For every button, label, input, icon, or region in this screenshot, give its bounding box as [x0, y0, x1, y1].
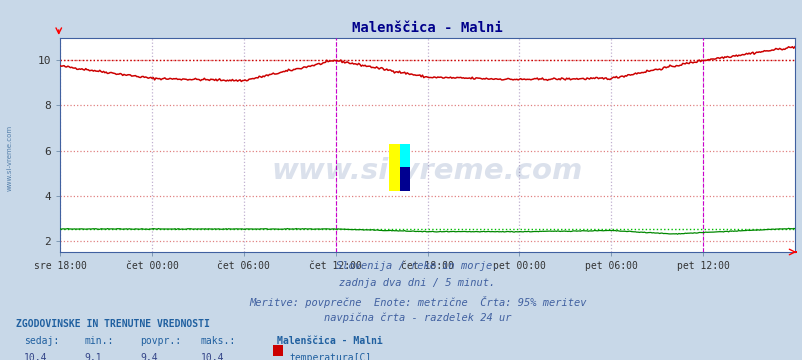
Text: navpična črta - razdelek 24 ur: navpična črta - razdelek 24 ur [323, 313, 511, 323]
Text: www.si-vreme.com: www.si-vreme.com [6, 125, 12, 192]
Text: Meritve: povprečne  Enote: metrične  Črta: 95% meritev: Meritve: povprečne Enote: metrične Črta:… [249, 296, 585, 307]
Text: Malenščica - Malni: Malenščica - Malni [277, 336, 383, 346]
Text: ZGODOVINSKE IN TRENUTNE VREDNOSTI: ZGODOVINSKE IN TRENUTNE VREDNOSTI [16, 319, 209, 329]
Text: 10,4: 10,4 [24, 353, 47, 360]
Title: Malenščica - Malni: Malenščica - Malni [352, 21, 502, 35]
Text: povpr.:: povpr.: [140, 336, 181, 346]
Text: zadnja dva dni / 5 minut.: zadnja dva dni / 5 minut. [339, 278, 495, 288]
Text: www.si-vreme.com: www.si-vreme.com [272, 157, 582, 185]
Text: 9,1: 9,1 [84, 353, 102, 360]
Text: Slovenija / reke in morje.: Slovenija / reke in morje. [336, 261, 498, 271]
Text: temperatura[C]: temperatura[C] [290, 353, 371, 360]
Text: 9,4: 9,4 [140, 353, 158, 360]
Text: min.:: min.: [84, 336, 114, 346]
Text: maks.:: maks.: [200, 336, 236, 346]
Text: sedaj:: sedaj: [24, 336, 59, 346]
Text: 10,4: 10,4 [200, 353, 224, 360]
